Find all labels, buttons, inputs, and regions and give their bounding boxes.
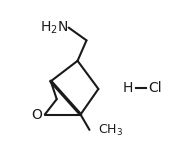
Text: Cl: Cl bbox=[148, 81, 162, 95]
Text: $\mathregular{H_2N}$: $\mathregular{H_2N}$ bbox=[41, 19, 69, 36]
Text: O: O bbox=[31, 108, 42, 122]
Text: $\mathregular{CH_3}$: $\mathregular{CH_3}$ bbox=[98, 123, 123, 138]
Text: H: H bbox=[123, 81, 133, 95]
